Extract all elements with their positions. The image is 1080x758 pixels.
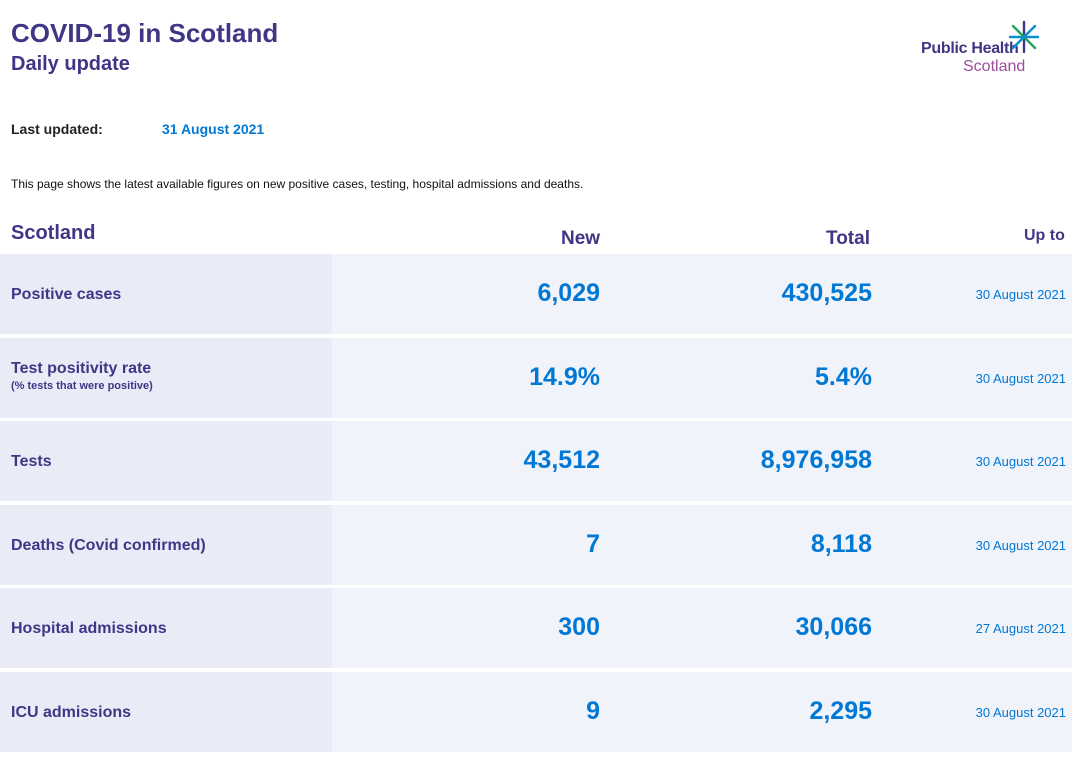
row-label-cell <box>0 505 332 585</box>
public-health-scotland-logo: Public Health Scotland <box>918 20 1048 80</box>
column-header-total: Total <box>826 228 870 249</box>
value-new: 300 <box>558 613 600 641</box>
column-header-up-to: Up to <box>1024 227 1065 244</box>
row-values-cell <box>332 588 1072 668</box>
value-up-to: 30 August 2021 <box>975 538 1066 553</box>
row-label: Tests <box>11 453 52 470</box>
row-values-cell <box>332 421 1072 501</box>
value-new: 9 <box>586 697 600 725</box>
row-values-cell <box>332 672 1072 752</box>
row-label-cell <box>0 588 332 668</box>
value-up-to: 27 August 2021 <box>975 621 1066 636</box>
intro-text: This page shows the latest available fig… <box>11 177 584 191</box>
row-label-cell <box>0 672 332 752</box>
value-total: 2,295 <box>809 697 872 725</box>
value-total: 8,118 <box>810 530 872 558</box>
value-total: 8,976,958 <box>760 446 872 474</box>
page-title: COVID-19 in Scotland <box>11 18 279 48</box>
row-label: Test positivity rate <box>11 360 152 377</box>
row-values-cell <box>332 254 1072 334</box>
value-up-to: 30 August 2021 <box>975 454 1066 469</box>
value-total: 5.4% <box>815 363 872 391</box>
last-updated-date: 31 August 2021 <box>162 121 265 137</box>
value-total: 430,525 <box>781 279 872 307</box>
row-label: Hospital admissions <box>11 620 167 637</box>
row-sublabel: (% tests that were positive) <box>11 380 153 392</box>
last-updated-label: Last updated: <box>11 121 103 137</box>
value-new: 14.9% <box>529 363 600 391</box>
value-up-to: 30 August 2021 <box>975 287 1066 302</box>
row-label: Positive cases <box>11 286 122 303</box>
row-label-cell <box>0 338 332 418</box>
logo-text-scotland: Scotland <box>963 58 1026 75</box>
value-total: 30,066 <box>795 613 872 641</box>
table-row-icu-admissions: ICU admissions 9 2,295 30 August 2021 <box>0 672 1080 752</box>
value-new: 43,512 <box>523 446 600 474</box>
row-label: Deaths (Covid confirmed) <box>11 537 206 554</box>
logo-star-icon <box>1008 20 1040 54</box>
table-row-test-positivity-rate: Test positivity rate (% tests that were … <box>0 338 1080 418</box>
column-header-new: New <box>561 228 601 249</box>
page-subtitle: Daily update <box>11 53 130 75</box>
row-label-cell <box>0 254 332 334</box>
table-row-hospital-admissions: Hospital admissions 300 30,066 27 August… <box>0 588 1080 668</box>
row-values-cell <box>332 505 1072 585</box>
column-header-region: Scotland <box>11 222 96 244</box>
logo-text-public-health: Public Health <box>921 40 1019 57</box>
value-up-to: 30 August 2021 <box>975 371 1066 386</box>
value-up-to: 30 August 2021 <box>975 705 1066 720</box>
value-new: 6,029 <box>537 279 600 307</box>
row-label: ICU admissions <box>11 704 132 721</box>
table-row-deaths: Deaths (Covid confirmed) 7 8,118 30 Augu… <box>0 505 1080 585</box>
value-new: 7 <box>586 530 600 558</box>
row-label-cell <box>0 421 332 501</box>
table-row-positive-cases: Positive cases 6,029 430,525 30 August 2… <box>0 254 1080 334</box>
row-values-cell <box>332 338 1072 418</box>
table-row-tests: Tests 43,512 8,976,958 30 August 2021 <box>0 421 1080 501</box>
